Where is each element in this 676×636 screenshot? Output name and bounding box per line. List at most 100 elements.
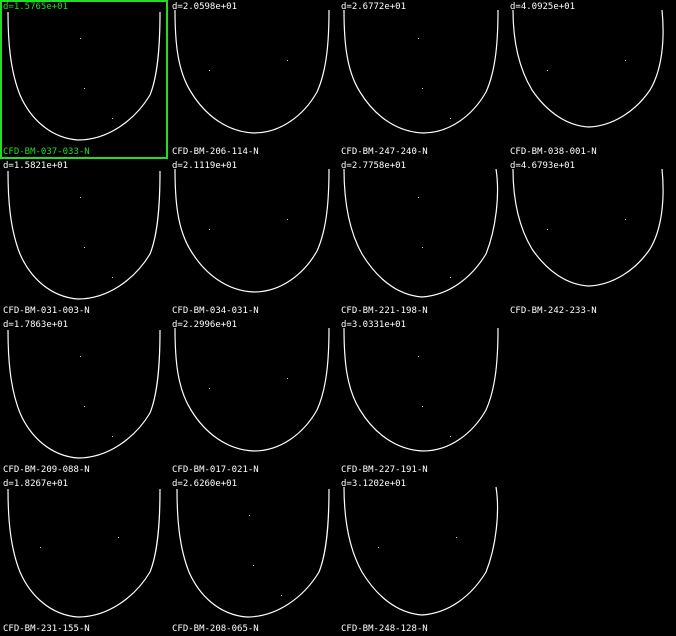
- contour-curve: [7, 488, 161, 618]
- curve-plot: [512, 168, 664, 287]
- thumbnail-cell[interactable]: d=1.7863e+01 CFD-BM-209-088-N: [0, 318, 168, 477]
- marker-dot: [450, 118, 451, 119]
- marker-dot: [112, 277, 113, 278]
- item-label: CFD-BM-209-088-N: [3, 465, 90, 475]
- distance-value: d=1.5765e+01: [3, 2, 69, 12]
- item-label: CFD-BM-221-198-N: [341, 306, 428, 316]
- item-label: CFD-BM-247-240-N: [341, 147, 428, 157]
- thumbnail-cell[interactable]: d=3.1202e+01 CFD-BM-248-128-N: [338, 477, 506, 636]
- contour-curve: [176, 488, 330, 618]
- marker-dot: [422, 406, 423, 407]
- marker-dot: [112, 118, 113, 119]
- marker-dot: [625, 219, 626, 220]
- item-label: CFD-BM-017-021-N: [172, 465, 259, 475]
- distance-value: d=2.2996e+01: [172, 320, 238, 330]
- marker-dot: [40, 547, 41, 548]
- marker-dot: [287, 378, 288, 379]
- contour-curve: [7, 329, 161, 459]
- thumbnail-cell[interactable]: d=1.8267e+01 CFD-BM-231-155-N: [0, 477, 168, 636]
- curve-plot: [7, 329, 161, 459]
- contour-curve: [343, 327, 499, 452]
- item-label: CFD-BM-208-065-N: [172, 624, 259, 634]
- marker-dot: [287, 60, 288, 61]
- thumbnail-cell[interactable]: d=4.6793e+01 CFD-BM-242-233-N: [507, 159, 675, 318]
- distance-value: d=4.6793e+01: [510, 161, 576, 171]
- item-label: CFD-BM-248-128-N: [341, 624, 428, 634]
- marker-dot: [422, 88, 423, 89]
- curve-plot: [512, 9, 664, 128]
- contour-curve: [512, 9, 664, 128]
- curve-plot: [7, 488, 161, 618]
- distance-value: d=1.5821e+01: [3, 161, 69, 171]
- contour-curve: [343, 9, 499, 134]
- contour-curve: [174, 327, 330, 452]
- thumbnail-cell[interactable]: d=2.1119e+01 CFD-BM-034-031-N: [169, 159, 337, 318]
- thumbnail-cell[interactable]: d=2.6772e+01 CFD-BM-247-240-N: [338, 0, 506, 159]
- marker-dot: [118, 537, 119, 538]
- contour-curve: [512, 168, 664, 287]
- marker-dot: [209, 388, 210, 389]
- contour-curve: [7, 11, 161, 141]
- marker-dot: [84, 406, 85, 407]
- thumbnail-cell[interactable]: d=2.0598e+01 CFD-BM-206-114-N: [169, 0, 337, 159]
- distance-value: d=2.6772e+01: [341, 2, 407, 12]
- marker-dot: [281, 595, 282, 596]
- curve-plot: [174, 9, 330, 134]
- marker-dot: [209, 229, 210, 230]
- contour-curve: [343, 168, 499, 298]
- marker-dot: [287, 219, 288, 220]
- item-label: CFD-BM-038-001-N: [510, 147, 597, 157]
- distance-value: d=4.0925e+01: [510, 2, 576, 12]
- curve-plot: [7, 170, 161, 300]
- thumbnail-cell[interactable]: d=3.0331e+01 CFD-BM-227-191-N: [338, 318, 506, 477]
- marker-dot: [112, 436, 113, 437]
- distance-value: d=2.1119e+01: [172, 161, 238, 171]
- curve-plot: [174, 327, 330, 452]
- contour-curve: [174, 168, 330, 293]
- distance-value: d=2.6260e+01: [172, 479, 238, 489]
- marker-dot: [625, 60, 626, 61]
- marker-dot: [84, 247, 85, 248]
- curve-plot: [174, 168, 330, 293]
- curve-plot: [343, 327, 499, 452]
- item-label: CFD-BM-034-031-N: [172, 306, 259, 316]
- curve-plot: [343, 486, 499, 616]
- item-label: CFD-BM-242-233-N: [510, 306, 597, 316]
- distance-value: d=2.0598e+01: [172, 2, 238, 12]
- distance-value: d=2.7758e+01: [341, 161, 407, 171]
- thumbnail-cell[interactable]: d=1.5765e+01 CFD-BM-037-033-N: [0, 0, 168, 159]
- marker-dot: [249, 515, 250, 516]
- item-label: CFD-BM-231-155-N: [3, 624, 90, 634]
- distance-value: d=3.0331e+01: [341, 320, 407, 330]
- curve-plot: [176, 488, 330, 618]
- item-label: CFD-BM-206-114-N: [172, 147, 259, 157]
- distance-value: d=1.7863e+01: [3, 320, 69, 330]
- thumbnail-cell[interactable]: d=2.2996e+01 CFD-BM-017-021-N: [169, 318, 337, 477]
- curve-plot: [7, 11, 161, 141]
- thumbnail-cell[interactable]: d=2.6260e+01 CFD-BM-208-065-N: [169, 477, 337, 636]
- marker-dot: [80, 197, 81, 198]
- marker-dot: [422, 247, 423, 248]
- marker-dot: [80, 38, 81, 39]
- contour-curve: [174, 9, 330, 134]
- distance-value: d=1.8267e+01: [3, 479, 69, 489]
- marker-dot: [253, 565, 254, 566]
- thumbnail-cell[interactable]: d=1.5821e+01 CFD-BM-031-003-N: [0, 159, 168, 318]
- marker-dot: [456, 537, 457, 538]
- marker-dot: [80, 356, 81, 357]
- item-label: CFD-BM-227-191-N: [341, 465, 428, 475]
- curve-plot: [343, 168, 499, 298]
- marker-dot: [378, 547, 379, 548]
- thumbnail-cell[interactable]: d=4.0925e+01 CFD-BM-038-001-N: [507, 0, 675, 159]
- marker-dot: [450, 277, 451, 278]
- thumbnail-cell[interactable]: d=2.7758e+01 CFD-BM-221-198-N: [338, 159, 506, 318]
- marker-dot: [418, 38, 419, 39]
- contour-curve: [343, 486, 499, 616]
- marker-dot: [84, 88, 85, 89]
- curve-plot: [343, 9, 499, 134]
- marker-dot: [418, 356, 419, 357]
- marker-dot: [209, 70, 210, 71]
- marker-dot: [547, 229, 548, 230]
- marker-dot: [450, 436, 451, 437]
